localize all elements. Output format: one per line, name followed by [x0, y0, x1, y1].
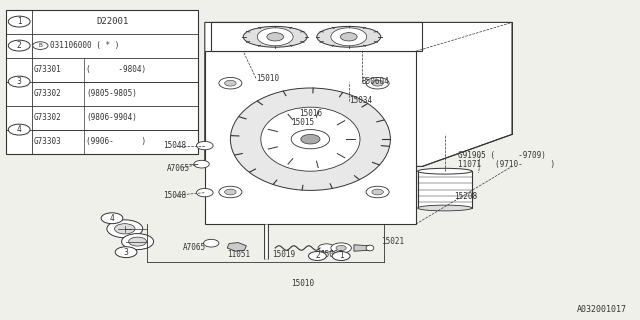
Circle shape	[301, 134, 320, 144]
Text: A032001017: A032001017	[577, 305, 627, 314]
Text: 15048: 15048	[163, 191, 186, 200]
Polygon shape	[417, 171, 472, 208]
Circle shape	[219, 186, 242, 198]
Ellipse shape	[243, 27, 307, 47]
Circle shape	[366, 186, 389, 198]
Circle shape	[291, 130, 330, 149]
Text: 15034: 15034	[349, 96, 372, 105]
Circle shape	[332, 252, 350, 260]
Ellipse shape	[417, 168, 472, 174]
Ellipse shape	[366, 245, 374, 251]
Text: 15208: 15208	[454, 192, 477, 201]
Text: 2: 2	[315, 252, 320, 260]
Text: A7065: A7065	[182, 244, 205, 252]
Text: G73303: G73303	[34, 137, 61, 146]
Text: G91905 (     -9709): G91905 ( -9709)	[458, 151, 545, 160]
Text: 15048: 15048	[163, 141, 186, 150]
Circle shape	[336, 245, 346, 251]
Text: (9805-9805): (9805-9805)	[86, 89, 137, 98]
Circle shape	[372, 189, 383, 195]
Text: (9806-9904): (9806-9904)	[86, 113, 137, 122]
Polygon shape	[227, 243, 246, 251]
FancyBboxPatch shape	[6, 10, 198, 154]
Circle shape	[8, 76, 30, 87]
Text: 3: 3	[124, 248, 129, 257]
Text: B: B	[38, 43, 42, 48]
Circle shape	[8, 124, 30, 135]
Text: 15010: 15010	[256, 74, 279, 83]
Polygon shape	[205, 22, 512, 166]
Ellipse shape	[261, 107, 360, 171]
Circle shape	[194, 160, 209, 168]
Circle shape	[33, 42, 48, 50]
Circle shape	[8, 40, 30, 51]
Text: D22001: D22001	[96, 17, 128, 26]
Text: 4: 4	[17, 125, 22, 134]
Circle shape	[107, 220, 143, 238]
Circle shape	[115, 224, 135, 234]
Text: (9906-      ): (9906- )	[86, 137, 147, 146]
Circle shape	[225, 189, 236, 195]
Circle shape	[366, 77, 389, 89]
Circle shape	[331, 28, 367, 46]
FancyBboxPatch shape	[205, 51, 416, 224]
Ellipse shape	[317, 27, 381, 47]
Circle shape	[372, 80, 383, 86]
Text: 15020: 15020	[320, 250, 343, 259]
Polygon shape	[211, 22, 422, 51]
Text: 11071   (9710-      ): 11071 (9710- )	[458, 160, 555, 169]
Text: 11051: 11051	[227, 250, 250, 259]
Text: 15016: 15016	[299, 109, 322, 118]
Text: 15015: 15015	[291, 118, 314, 127]
Circle shape	[8, 16, 30, 27]
Ellipse shape	[230, 88, 390, 190]
Text: 2: 2	[17, 41, 22, 50]
Text: 15021: 15021	[381, 237, 404, 246]
Text: 1: 1	[17, 17, 22, 26]
Text: G73301: G73301	[34, 65, 61, 74]
Circle shape	[204, 239, 219, 247]
Text: 031106000 ( * ): 031106000 ( * )	[50, 41, 119, 50]
Circle shape	[196, 188, 213, 197]
Ellipse shape	[417, 205, 472, 211]
Circle shape	[115, 247, 137, 258]
Circle shape	[129, 237, 147, 246]
Text: 4: 4	[109, 214, 115, 223]
Circle shape	[267, 33, 284, 41]
Text: B50604: B50604	[362, 77, 389, 86]
Circle shape	[257, 28, 293, 46]
Text: G73302: G73302	[34, 113, 61, 122]
Circle shape	[219, 77, 242, 89]
Text: 3: 3	[17, 77, 22, 86]
Circle shape	[331, 243, 351, 253]
Text: (      -9804): ( -9804)	[86, 65, 147, 74]
Circle shape	[122, 234, 154, 250]
Circle shape	[318, 244, 335, 252]
Text: 15010: 15010	[291, 279, 314, 288]
Text: G73302: G73302	[34, 89, 61, 98]
Circle shape	[308, 252, 326, 260]
Circle shape	[101, 213, 123, 224]
Circle shape	[340, 33, 357, 41]
Circle shape	[196, 141, 213, 150]
Text: 1: 1	[339, 252, 344, 260]
Circle shape	[225, 80, 236, 86]
Text: 15019: 15019	[272, 250, 295, 259]
Polygon shape	[354, 245, 370, 251]
Text: A7065: A7065	[166, 164, 189, 172]
